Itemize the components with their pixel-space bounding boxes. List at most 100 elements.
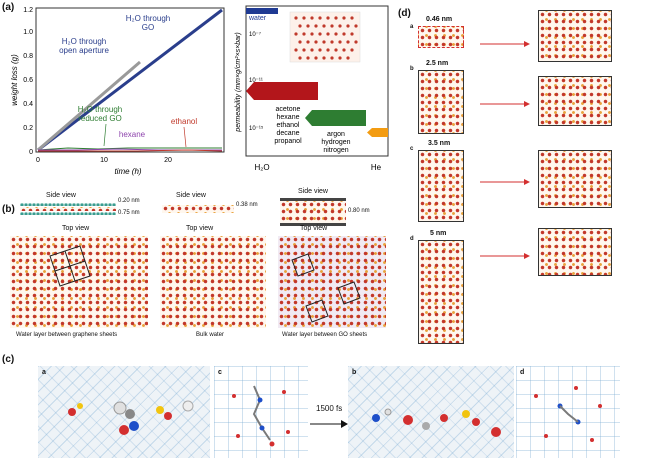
row-tag: b [410, 66, 414, 72]
row-tag: c [410, 146, 414, 152]
structure-b [418, 70, 464, 134]
panel-d-label: (d) [398, 8, 411, 19]
zoom-arrow [480, 172, 530, 185]
bulk-water-top-view [160, 236, 266, 328]
xtick: 20 [164, 157, 172, 164]
sub-label: c [218, 369, 222, 376]
row-size: 2.5 nm [426, 60, 449, 67]
top-view-label: Top view [300, 225, 328, 232]
annot-rgo-2: reduced GO [78, 114, 122, 123]
panel-c-a-image: a [38, 366, 210, 458]
panel-c-label: (c) [2, 354, 15, 365]
sub-label: b [352, 369, 357, 376]
green-item: argon [327, 131, 345, 138]
ytick: 0.2 [23, 125, 33, 132]
red-item: acetone [276, 106, 301, 113]
sub-label: a [42, 369, 46, 376]
annot-hexane: hexane [119, 130, 146, 139]
molecule-chain [252, 385, 271, 441]
green-arrowhead [305, 110, 312, 126]
row-size: 3.5 nm [428, 140, 451, 147]
orange-bar [372, 128, 388, 137]
panel-a-label: (a) [2, 2, 15, 13]
zoom-c [538, 150, 612, 208]
side-view-label: Side view [298, 188, 328, 195]
panel-c-c-image: c [214, 366, 308, 458]
graphene-sheet-top [20, 203, 116, 206]
red-item: ethanol [277, 122, 300, 129]
dim-label: 0.75 nm [118, 210, 140, 216]
caption-bulk: Bulk water [196, 332, 225, 338]
zoom-arrow [480, 246, 530, 259]
row-tag: a [410, 24, 414, 30]
green-bar [312, 110, 366, 126]
panel-c-d-image: d [516, 366, 620, 458]
ytick: 0 [29, 149, 33, 156]
ytick: 10⁻⁷ [249, 31, 261, 38]
bulk-water-side [162, 205, 234, 213]
zoom-d [538, 228, 612, 276]
go-water-side [280, 198, 346, 226]
side-view-label: Side view [46, 192, 76, 199]
graphene-water-top-view [10, 236, 148, 328]
water-monolayer-side [20, 207, 116, 211]
panel-b-label: (b) [2, 204, 15, 215]
red-item: hexane [277, 114, 300, 121]
go-water-top-view [278, 236, 386, 328]
membrane-inset [289, 11, 361, 63]
water-label: water [248, 15, 267, 22]
panel-c-b-image: b [348, 366, 514, 458]
annot-open-2: open aperture [59, 46, 109, 55]
water-bar [246, 8, 278, 14]
red-item: decane [277, 130, 300, 137]
arrow-label: 1500 fs [316, 404, 343, 413]
sub-label: d [520, 369, 525, 376]
top-view-label: Top view [186, 225, 214, 232]
molecule-atoms [68, 400, 194, 435]
square-ice-grid [49, 245, 91, 287]
row-size: 5 nm [430, 230, 447, 237]
annot-ethanol: ethanol [171, 117, 197, 126]
ytick: 10⁻¹⁵ [249, 125, 264, 132]
green-item: hydrogen [321, 139, 350, 146]
ytick: 1.2 [23, 7, 33, 14]
ytick: 0.8 [23, 53, 33, 60]
ytick: 0.6 [23, 77, 33, 84]
row-tag: d [410, 236, 414, 242]
xlabel-h2o: H₂O [254, 163, 269, 172]
x-axis-label: time (h) [114, 167, 141, 176]
ytick: 1.0 [23, 29, 33, 36]
zoom-a [538, 10, 612, 62]
zoom-b [538, 76, 612, 126]
y-axis-label: weight loss (g) [10, 54, 19, 106]
time-arrow [310, 416, 348, 428]
xlabel-he: He [371, 163, 382, 172]
xtick: 0 [36, 157, 40, 164]
series-ethanol [38, 149, 223, 152]
caption-go: Water layer between GO sheets [282, 332, 368, 338]
ytick: 10⁻¹¹ [249, 78, 263, 84]
red-arrowhead [246, 82, 254, 100]
permeability-chart: permeability (mm×g/cm²×s×bar) 10⁻⁷ 10⁻¹¹… [232, 0, 392, 180]
graphene-sheet-bottom [20, 212, 116, 215]
red-item: propanol [274, 138, 302, 145]
red-bar [254, 82, 318, 100]
weight-loss-chart: 0 0.2 0.4 0.6 0.8 1.0 1.2 0 10 20 time (… [8, 0, 230, 180]
annot-open-1: H₂O through [62, 37, 106, 46]
structure-c [418, 150, 464, 222]
ytick: 0.4 [23, 101, 33, 108]
annot-go-1: H₂O through [126, 14, 170, 23]
series-reduced-go [37, 147, 222, 151]
xtick: 10 [100, 157, 108, 164]
zoom-arrow [480, 34, 530, 47]
dim-label: 0.20 nm [118, 198, 140, 204]
green-item: nitrogen [323, 147, 348, 154]
zoom-arrow [480, 94, 530, 107]
row-size: 0.46 nm [426, 16, 453, 23]
membrane-atoms [294, 16, 358, 60]
square-ice-patches [291, 253, 361, 323]
side-view-label: Side view [176, 192, 206, 199]
dim-label: 0.38 nm [236, 202, 258, 208]
annot-go-2: GO [142, 23, 154, 32]
top-view-label: Top view [62, 225, 90, 232]
